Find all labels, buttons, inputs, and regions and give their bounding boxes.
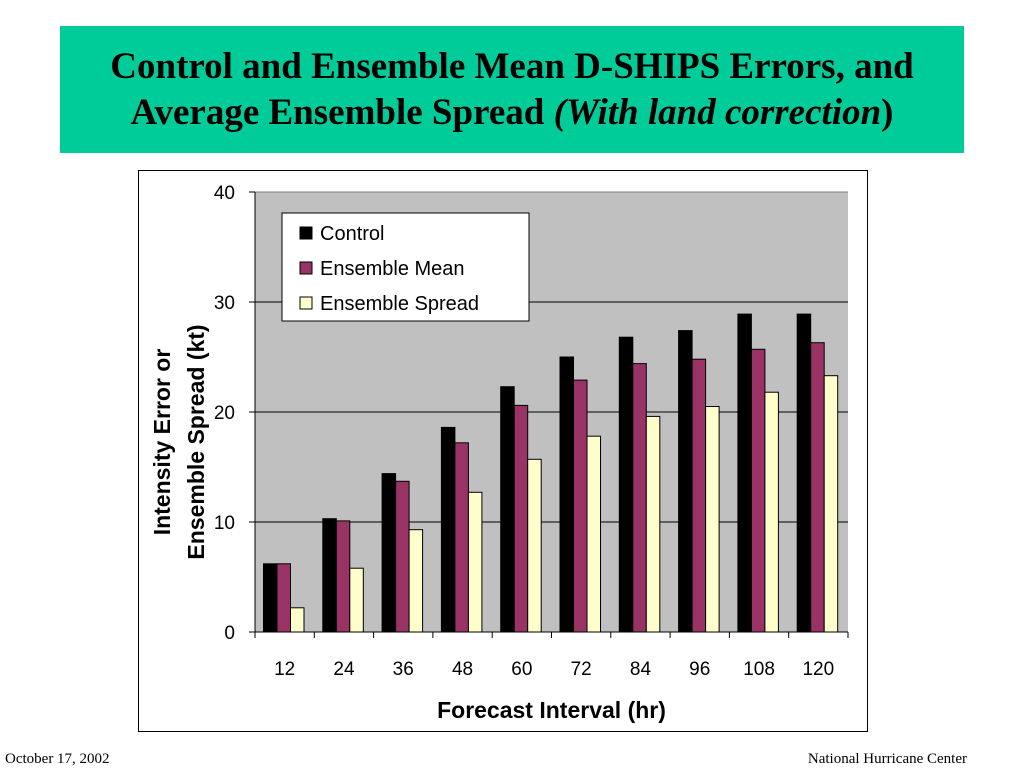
legend-label: Ensemble Spread — [320, 293, 479, 315]
slide-title-box: Control and Ensemble Mean D-SHIPS Errors… — [60, 26, 964, 153]
bar-ensemble-spread — [467, 491, 483, 633]
bar-control — [440, 426, 456, 633]
bar-ensemble-mean — [810, 342, 825, 633]
x-tick-label: 36 — [393, 659, 414, 680]
bar-ensemble-mean — [454, 442, 469, 633]
x-tick-label: 12 — [274, 659, 295, 680]
bar-control — [796, 313, 812, 633]
bar-control — [263, 563, 278, 633]
y-tick-label: 10 — [214, 513, 235, 534]
y-tick-label: 0 — [224, 623, 235, 644]
footer-organization: National Hurricane Center — [807, 751, 967, 767]
bar-ensemble-spread — [290, 607, 305, 633]
y-tick-label: 20 — [214, 403, 235, 424]
x-axis-title: Forecast Interval (hr) — [437, 697, 666, 723]
x-tick-label: 72 — [571, 659, 592, 680]
bar-ensemble-mean — [335, 520, 351, 633]
slide-title-plain: Average Ensemble Spread — [130, 91, 554, 133]
bar-ensemble-spread — [823, 375, 839, 633]
chart-frame: 0 10 20 30 40 12 24 36 48 60 72 84 96 108 120 Forecast … — [138, 170, 868, 732]
bar-control — [737, 313, 752, 633]
x-tick-label: 24 — [333, 659, 355, 680]
bar-ensemble-spread — [764, 391, 779, 633]
bar-chart: 0 10 20 30 40 12 24 36 48 60 72 84 96 108 120 Forecast … — [149, 183, 849, 723]
x-tick-label: 120 — [802, 659, 834, 680]
x-tick-label: 108 — [743, 659, 775, 680]
bar-ensemble-spread — [645, 415, 661, 633]
x-tick-label: 60 — [511, 659, 532, 680]
legend-label: Control — [320, 223, 384, 245]
legend — [281, 212, 530, 322]
bar-ensemble-mean — [573, 379, 588, 633]
bar-control — [322, 518, 337, 633]
bar-ensemble-mean — [632, 363, 647, 633]
slide-title-italic: (With land correction — [553, 91, 882, 133]
slide-title-line-1: Control and Ensemble Mean D-SHIPS Errors… — [110, 45, 914, 87]
bar-control — [678, 330, 693, 633]
x-tick-label: 96 — [689, 659, 710, 680]
slide-title-line-2: Average Ensemble Spread (With land corre… — [131, 90, 894, 136]
bar-ensemble-mean — [276, 563, 291, 633]
y-tick-label: 30 — [214, 293, 235, 314]
bar-ensemble-mean — [513, 404, 529, 633]
bar-ensemble-mean — [395, 480, 410, 633]
legend-swatch — [299, 296, 313, 310]
bar-ensemble-spread — [586, 435, 601, 633]
legend-label: Ensemble Mean — [320, 258, 465, 280]
bar-control — [559, 356, 574, 633]
bar-control — [381, 473, 397, 633]
legend-swatch — [299, 226, 313, 240]
x-tick-label: 84 — [630, 659, 652, 680]
bar-control — [618, 336, 634, 633]
slide-title-close: ) — [881, 91, 894, 133]
bar-ensemble-mean — [750, 348, 766, 633]
y-axis-title-line-1: Intensity Error or — [149, 349, 175, 536]
legend-swatch — [299, 261, 313, 275]
y-axis-title-line-2: Ensemble Spread (kt) — [183, 324, 209, 559]
bar-control — [500, 386, 515, 633]
y-tick-label: 40 — [214, 183, 235, 204]
bar-ensemble-spread — [408, 529, 424, 633]
x-tick-label: 48 — [452, 659, 473, 680]
bar-ensemble-spread — [705, 406, 720, 633]
bar-ensemble-spread — [527, 458, 542, 633]
bar-ensemble-spread — [349, 567, 364, 633]
footer-date: October 17, 2002 — [5, 751, 110, 767]
bar-ensemble-mean — [691, 358, 707, 633]
